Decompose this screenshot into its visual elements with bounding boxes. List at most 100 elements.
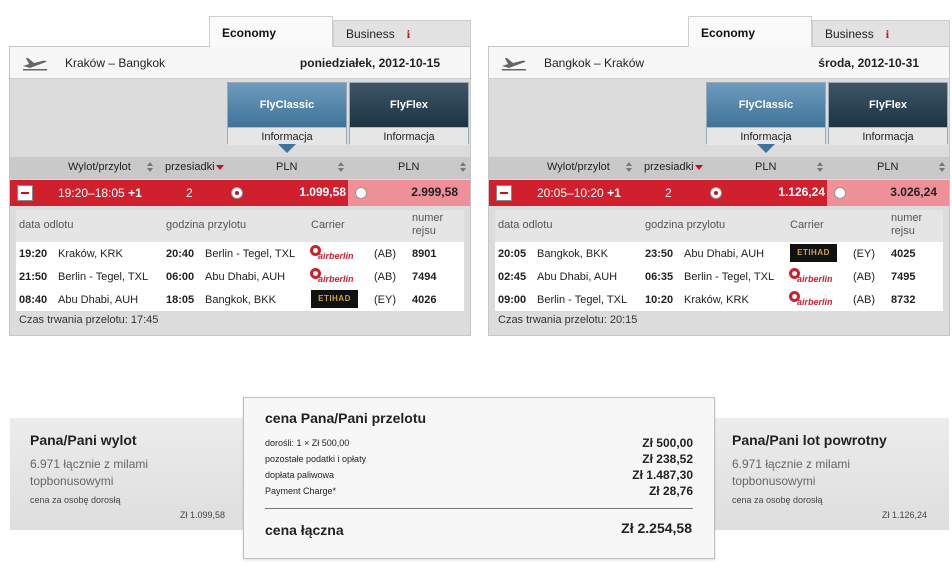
leg-arr-time: 23:50 <box>645 248 674 260</box>
leg-dep-airport: Berlin - Tegel, TXL <box>537 294 628 306</box>
fare-radio-flex[interactable] <box>834 187 846 199</box>
hdr-carrier: Carrier <box>311 219 345 231</box>
fare-flyflex-button[interactable]: FlyFlex Informacja <box>828 82 948 145</box>
fare-info-link[interactable]: Informacja <box>350 127 468 145</box>
carrier-name: ETIHAD <box>797 248 830 257</box>
col-departure-arrival[interactable]: Wylot/przylot <box>547 161 610 173</box>
leg-arr-airport: Kraków, KRK <box>684 294 749 306</box>
tab-business-label: Business <box>825 27 874 41</box>
flex-price-cell[interactable]: 2.999,58 <box>348 180 470 206</box>
fare-radio-flex[interactable] <box>355 187 367 199</box>
summary-price: Zł 1.099,58 <box>179 510 225 520</box>
leg-flight-number: 8901 <box>412 248 437 260</box>
info-icon[interactable]: i <box>406 27 411 41</box>
hdr-flight-number-2: rejsu <box>412 225 436 237</box>
flight-leg: 21:50 Berlin - Tegel, TXL 06:00 Abu Dhab… <box>16 265 464 288</box>
collapse-icon[interactable] <box>496 185 512 201</box>
sort-icon[interactable] <box>338 162 344 173</box>
next-day-marker: +1 <box>607 186 621 200</box>
breakdown-line: dorośli: 1 × Zł 500,00 Zł 500,00 <box>265 436 693 450</box>
flight-box: Bangkok – Kraków środa, 2012-10-31 FlyCl… <box>488 46 950 336</box>
line-label: pozostałe podatki i opłaty <box>265 454 367 464</box>
leg-arr-time: 06:35 <box>645 271 674 283</box>
sort-icon[interactable] <box>939 162 945 173</box>
flight-details: data odlotu godzina przylotu Carrier num… <box>16 210 464 330</box>
outbound-summary: Pana/Pani wylot 6.971 łącznie z milami t… <box>10 418 247 530</box>
leg-carrier-code: (AB) <box>853 294 875 306</box>
line-value: Zł 1.487,30 <box>632 468 693 482</box>
leg-arr-airport: Abu Dhabi, AUH <box>684 248 765 260</box>
etihad-logo: ETIHAD <box>790 244 837 262</box>
fare-radio-classic[interactable] <box>231 187 243 199</box>
carrier-name: airberlin <box>318 274 354 284</box>
line-value: Zł 500,00 <box>642 436 693 450</box>
fare-radio-classic[interactable] <box>710 187 722 199</box>
leg-carrier-code: (EY) <box>853 248 875 260</box>
tab-business[interactable]: Business i <box>333 20 471 46</box>
tab-business[interactable]: Business i <box>812 20 950 46</box>
breakdown-line: pozostałe podatki i opłaty Zł 238,52 <box>265 452 693 466</box>
sort-icon[interactable] <box>626 162 632 173</box>
inbound-summary: Pana/Pani lot powrotny 6.971 łącznie z m… <box>712 418 949 530</box>
sort-icon[interactable] <box>147 162 153 173</box>
airplane-departure-icon <box>23 58 47 71</box>
flex-price-cell[interactable]: 3.026,24 <box>827 180 949 206</box>
flight-box: Kraków – Bangkok poniedziałek, 2012-10-1… <box>9 46 471 336</box>
fare-flyflex-button[interactable]: FlyFlex Informacja <box>349 82 469 145</box>
fare-name: FlyFlex <box>829 83 947 127</box>
inbound-flight-panel: Economy Business i Bangkok – Kraków środa… <box>488 16 950 336</box>
tab-economy[interactable]: Economy <box>209 16 333 47</box>
price-flex: 3.026,24 <box>890 185 937 199</box>
flight-leg: 09:00 Berlin - Tegel, TXL 10:20 Kraków, … <box>495 288 943 311</box>
breakdown-title: cena Pana/Pani przelotu <box>265 410 427 426</box>
summary-note: cena za osobę dorosłą <box>30 495 121 505</box>
fare-info-link[interactable]: Informacja <box>228 127 346 145</box>
leg-dep-airport: Abu Dhabi, AUH <box>58 294 139 306</box>
leg-dep-airport: Abu Dhabi, AUH <box>537 271 618 283</box>
line-label: Payment Charge* <box>265 486 337 496</box>
leg-carrier-code: (AB) <box>374 248 396 260</box>
info-icon[interactable]: i <box>885 27 890 41</box>
cabin-tabs: Economy Business i <box>209 16 471 47</box>
col-stops[interactable]: przesiadki <box>165 161 215 173</box>
tab-economy-label: Economy <box>701 26 756 40</box>
outbound-flight-panel: Economy Business i Kraków – Bangkok ponie… <box>9 16 471 336</box>
airberlin-logo: airberlin <box>789 290 839 309</box>
sort-desc-icon[interactable] <box>216 165 224 170</box>
column-header-row: Wylot/przylot przesiadki PLN PLN <box>10 157 470 179</box>
fare-flyclassic-button[interactable]: FlyClassic Informacja <box>227 82 347 145</box>
summary-title: Pana/Pani lot powrotny <box>732 432 887 448</box>
leg-dep-airport: Bangkok, BKK <box>537 248 608 260</box>
leg-arr-time: 18:05 <box>166 294 195 306</box>
leg-arr-airport: Bangkok, BKK <box>205 294 276 306</box>
airplane-departure-icon <box>502 58 526 71</box>
fare-info-link[interactable]: Informacja <box>707 127 825 145</box>
fare-flyclassic-button[interactable]: FlyClassic Informacja <box>706 82 826 145</box>
col-stops[interactable]: przesiadki <box>644 161 694 173</box>
tab-economy[interactable]: Economy <box>688 16 812 47</box>
hdr-arrival-time: godzina przylotu <box>166 219 247 231</box>
leg-arr-time: 20:40 <box>166 248 195 260</box>
collapse-icon[interactable] <box>17 185 33 201</box>
line-label: dorośli: 1 × Zł 500,00 <box>265 438 350 448</box>
sort-desc-icon[interactable] <box>695 165 703 170</box>
leg-carrier-code: (EY) <box>374 294 396 306</box>
airberlin-logo: airberlin <box>310 244 360 263</box>
col-departure-arrival[interactable]: Wylot/przylot <box>68 161 131 173</box>
sort-icon[interactable] <box>460 162 466 173</box>
selected-fare-pointer <box>757 144 775 153</box>
fare-name: FlyClassic <box>707 83 825 127</box>
summary-miles: 6.971 łącznie z milami topbonusowymi <box>30 457 149 488</box>
selected-flight-row[interactable]: 19:20–18:05 +1 2 1.099,58 2.999,58 <box>10 180 470 206</box>
carrier-name: ETIHAD <box>318 294 351 303</box>
leg-dep-time: 09:00 <box>498 294 527 306</box>
col-currency-flex: PLN <box>877 161 899 173</box>
route-bar: Bangkok – Kraków środa, 2012-10-31 <box>489 47 949 79</box>
flight-duration: Czas trwania przelotu: 17:45 <box>19 314 159 326</box>
fare-info-link[interactable]: Informacja <box>829 127 947 145</box>
breakdown-line: Payment Charge* Zł 28,76 <box>265 484 693 498</box>
sort-icon[interactable] <box>817 162 823 173</box>
hdr-flight-number-2: rejsu <box>891 225 915 237</box>
selected-flight-row[interactable]: 20:05–10:20 +1 2 1.126,24 3.026,24 <box>489 180 949 206</box>
col-currency-classic: PLN <box>755 161 777 173</box>
